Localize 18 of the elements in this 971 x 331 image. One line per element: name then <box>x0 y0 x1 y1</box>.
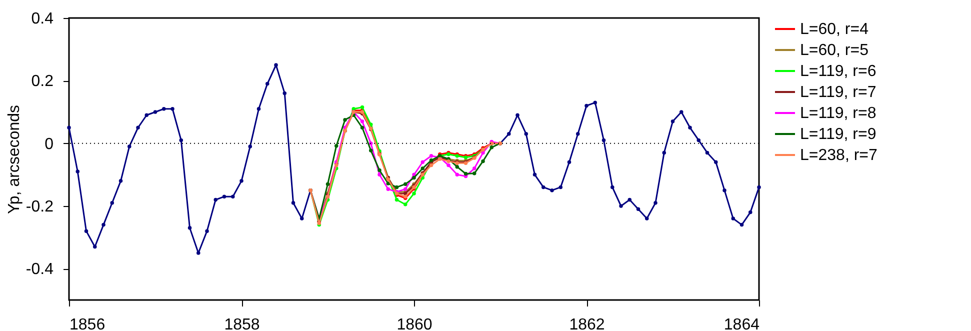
x-tick-label: 1860 <box>396 316 432 331</box>
legend-label: L=60, r=5 <box>800 42 869 59</box>
x-tick-label: 1858 <box>224 316 260 331</box>
legend-label: L=119, r=9 <box>800 126 876 143</box>
y-tick-label: -0.4 <box>26 261 54 278</box>
x-tick-label: 1862 <box>569 316 605 331</box>
legend-label: L=119, r=8 <box>800 105 876 122</box>
y-tick-label: 0.4 <box>31 10 54 28</box>
x-tick-label: 1856 <box>70 316 106 331</box>
x-tick-label: 1864 <box>724 316 760 331</box>
y-axis-title: Yp, arcseconds <box>6 104 23 214</box>
y-tick-label: 0.2 <box>31 73 54 90</box>
y-tick-label: 0 <box>44 136 54 153</box>
legend-label: L=238, r=7 <box>800 147 878 164</box>
legend-label: L=119, r=6 <box>800 63 876 80</box>
legend-label: L=60, r=4 <box>800 21 869 38</box>
y-tick-label: -0.2 <box>26 198 54 216</box>
legend-label: L=119, r=7 <box>800 84 876 101</box>
